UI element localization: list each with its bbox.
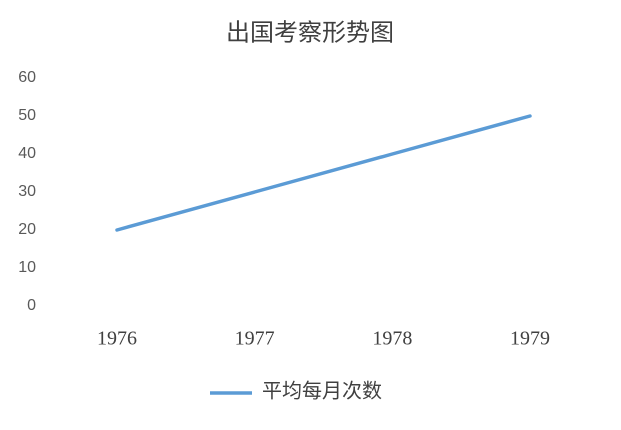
y-tick-label: 30 <box>18 183 36 200</box>
y-tick-label: 40 <box>18 145 36 162</box>
y-tick-label: 60 <box>18 69 36 86</box>
legend-label: 平均每月次数 <box>262 380 382 403</box>
y-tick-label: 0 <box>27 297 36 314</box>
data-line <box>115 114 532 232</box>
y-tick-label: 50 <box>18 107 36 124</box>
x-tick-label: 1979 <box>510 328 550 350</box>
y-tick-label: 10 <box>18 259 36 276</box>
chart-title: 出国考察形势图 <box>226 20 394 47</box>
y-tick-label: 20 <box>18 221 36 238</box>
x-tick-label: 1976 <box>97 328 137 350</box>
x-tick-label: 1977 <box>235 328 275 350</box>
x-tick-label: 1978 <box>372 328 412 350</box>
